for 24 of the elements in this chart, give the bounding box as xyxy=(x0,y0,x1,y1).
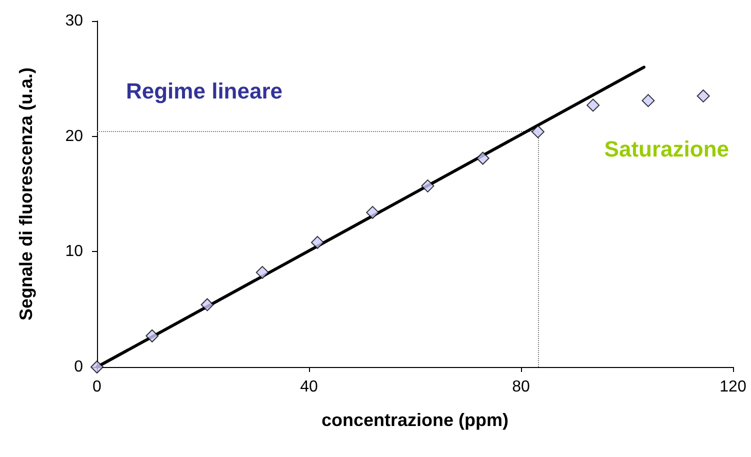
point xyxy=(310,236,324,249)
point xyxy=(366,206,380,219)
point xyxy=(421,179,434,192)
point xyxy=(200,298,214,312)
x-axis-title: concentrazione (ppm) xyxy=(321,410,509,430)
point xyxy=(642,94,655,108)
x-tick-label: 80 xyxy=(512,378,530,396)
x-tick-label: 0 xyxy=(92,378,102,396)
point xyxy=(146,329,159,342)
point xyxy=(476,152,490,165)
y-axis-title: Segnale di fluorescenza (u.a.) xyxy=(16,67,36,321)
annotation: Regime lineare xyxy=(126,78,283,104)
point xyxy=(586,98,600,112)
point xyxy=(256,266,269,279)
y-tick-label: 20 xyxy=(65,128,84,145)
x-tick-label: 40 xyxy=(300,378,318,396)
point xyxy=(531,125,544,138)
x-tick-label: 120 xyxy=(720,378,746,396)
y-tick-label: 0 xyxy=(74,358,84,376)
point xyxy=(90,360,104,374)
y-tick-label: 30 xyxy=(65,12,84,30)
point xyxy=(696,89,710,102)
y-tick-label: 10 xyxy=(65,243,84,260)
annotation: Saturazione xyxy=(604,136,730,162)
